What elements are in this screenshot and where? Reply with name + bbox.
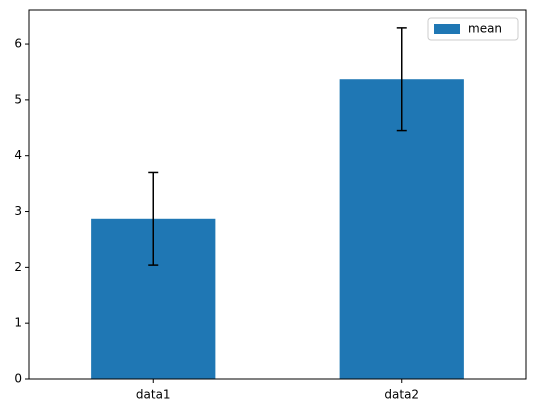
legend-swatch — [434, 24, 460, 34]
error-bar — [396, 27, 407, 132]
y-tick-label: 0 — [14, 372, 22, 386]
legend-box — [427, 17, 519, 41]
x-tick-label: data2 — [384, 388, 419, 402]
y-tick-label: 3 — [14, 204, 22, 218]
legend-label: mean — [468, 22, 502, 36]
plot-frame — [28, 9, 527, 380]
y-tick-label: 6 — [14, 37, 22, 51]
y-tick-label: 2 — [14, 260, 22, 274]
y-tick-label: 4 — [14, 148, 22, 162]
y-tick-label: 5 — [14, 92, 22, 106]
error-bar — [148, 171, 159, 266]
x-tick-label: data1 — [136, 388, 171, 402]
y-tick-label: 1 — [14, 316, 22, 330]
